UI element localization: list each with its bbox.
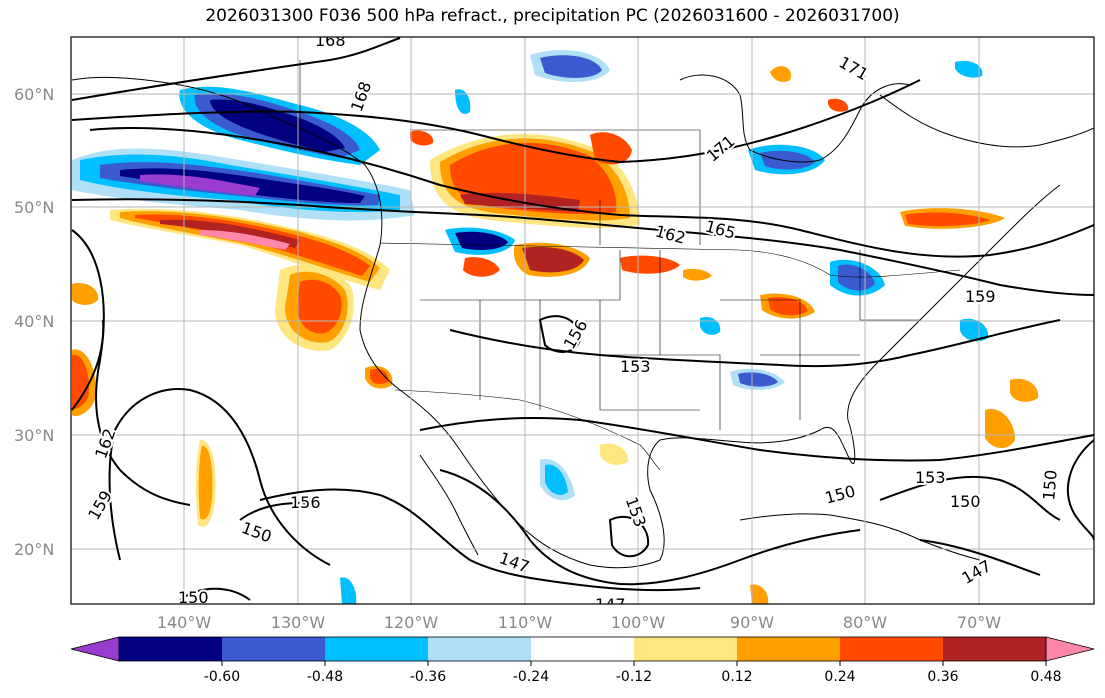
colorbar-segment <box>531 637 634 661</box>
lat-label: 20°N <box>14 540 54 559</box>
borders <box>299 60 961 471</box>
colorbar-tick-label: 0.36 <box>927 669 958 685</box>
lat-label: 60°N <box>14 85 54 104</box>
colorbar-tick-label: -0.24 <box>513 669 549 685</box>
colorbar-segment <box>325 637 428 661</box>
colorbar-segment <box>428 637 531 661</box>
lon-label: 100°W <box>611 613 666 632</box>
contour-label: 150 <box>1039 469 1061 501</box>
lon-label: 80°W <box>843 613 887 632</box>
lon-label: 70°W <box>957 613 1001 632</box>
colorbar-segment <box>943 637 1046 661</box>
colorbar-tick-label: -0.12 <box>616 669 652 685</box>
colorbar-tick-label: -0.48 <box>307 669 343 685</box>
contour-label: 147 <box>595 595 626 614</box>
colorbar: -0.60 -0.48 -0.36 -0.24 -0.12 0.12 0.24 0.36 0.4… <box>70 636 1095 685</box>
colorbar-segment <box>737 637 840 661</box>
colorbar-extension-low <box>70 636 120 662</box>
colorbar-extension-high <box>1045 636 1095 662</box>
lon-label: 140°W <box>157 613 212 632</box>
lon-label: 120°W <box>384 613 439 632</box>
lat-label: 40°N <box>14 312 54 331</box>
colorbar-tick-label: 0.48 <box>1030 669 1061 685</box>
latitude-labels: 60°N 50°N 40°N 30°N 20°N <box>14 85 54 559</box>
map-title: 2026031300 F036 500 hPa refract., precip… <box>205 6 900 26</box>
colorbar-tick-label: -0.36 <box>410 669 446 685</box>
lat-label: 50°N <box>14 198 54 217</box>
lon-label: 90°W <box>730 613 774 632</box>
colorbar-tick-label: -0.60 <box>204 669 240 685</box>
refractivity-contours <box>71 37 1094 601</box>
contour-label: 153 <box>915 468 946 487</box>
colorbar-outline <box>118 636 1047 662</box>
colorbar-tick-label: 0.24 <box>824 669 855 685</box>
graticule <box>71 37 1094 604</box>
lon-label: 130°W <box>271 613 326 632</box>
longitude-labels: 140°W 130°W 120°W 110°W 100°W 90°W 80°W … <box>157 613 1001 632</box>
colorbar-segment <box>840 637 943 661</box>
contour-label: 150 <box>178 588 209 607</box>
contour-label: 159 <box>965 287 996 306</box>
colorbar-tick-label: 0.12 <box>721 669 752 685</box>
colorbar-segment <box>634 637 737 661</box>
map-border <box>70 36 1095 605</box>
colorbar-segment <box>222 637 325 661</box>
contour-label: 150 <box>950 492 981 511</box>
lon-label: 110°W <box>498 613 553 632</box>
contour-label: 153 <box>620 357 651 376</box>
lat-label: 30°N <box>14 426 54 445</box>
colorbar-segment <box>119 637 222 661</box>
contour-label: 168 <box>315 31 346 50</box>
contour-label: 156 <box>290 493 321 512</box>
